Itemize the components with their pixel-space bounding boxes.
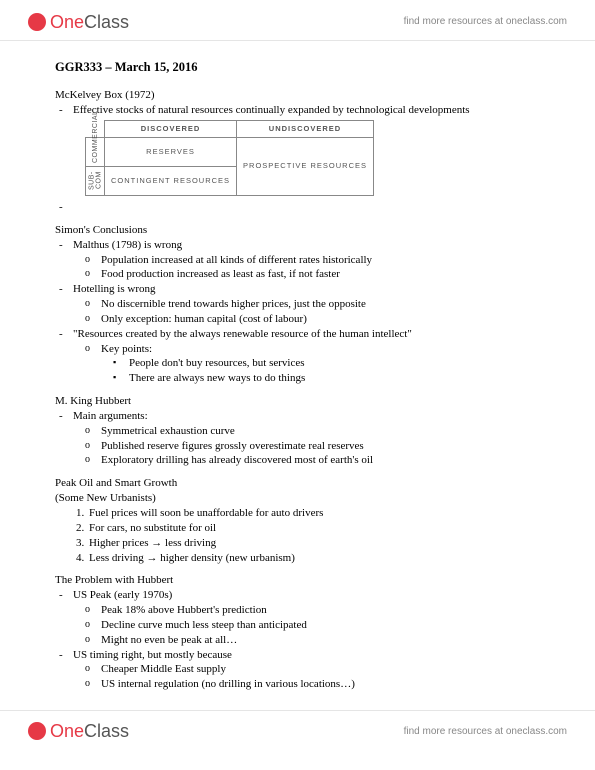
doc-title: GGR333 – March 15, 2016 <box>55 59 540 76</box>
simon-malthus: Malthus (1798) is wrong Population incre… <box>73 238 540 283</box>
mckelvey-cell-reserves: RESERVES <box>105 137 237 166</box>
header-tagline: find more resources at oneclass.com <box>404 15 567 29</box>
simon-hotelling-trend: No discernible trend towards higher pric… <box>101 297 540 312</box>
mckelvey-cell-contingent: CONTINGENT RESOURCES <box>105 166 237 195</box>
footer-logo-circle-icon <box>28 722 46 740</box>
peakoil-sub: (Some New Urbanists) <box>55 491 540 506</box>
mckelvey-box-diagram: DISCOVERED UNDISCOVERED COMMERCIAL RESER… <box>85 120 374 196</box>
peakoil-density: Less driving → higher density (new urban… <box>87 551 540 566</box>
simon-keypoints: Key points: People don't buy resources, … <box>101 342 540 387</box>
footer-logo: OneClass <box>28 719 129 743</box>
simon-heading: Simon's Conclusions <box>55 223 540 238</box>
logo-text-one: One <box>50 10 84 34</box>
mckelvey-col-discovered: DISCOVERED <box>105 120 237 137</box>
hubbert-sym: Symmetrical exhaustion curve <box>101 424 540 439</box>
problem-timing-text: US timing right, but mostly because <box>73 649 232 661</box>
mckelvey-row-commercial: COMMERCIAL <box>86 137 105 166</box>
footer-tagline: find more resources at oneclass.com <box>404 725 567 739</box>
problem-heading: The Problem with Hubbert <box>55 573 540 588</box>
simon-malthus-food: Food production increased as least as fa… <box>101 267 540 282</box>
problem-timing: US timing right, but mostly because Chea… <box>73 648 540 693</box>
simon-hotelling: Hotelling is wrong No discernible trend … <box>73 282 540 327</box>
footer-logo-class: Class <box>84 719 129 743</box>
mckelvey-bullet: Effective stocks of natural resources co… <box>73 103 540 118</box>
problem-mideast: Cheaper Middle East supply <box>101 662 540 677</box>
brand-logo: OneClass <box>28 10 129 34</box>
page-header: OneClass find more resources at oneclass… <box>0 0 595 41</box>
peakoil-nosub: For cars, no substitute for oil <box>87 521 540 536</box>
footer-logo-one: One <box>50 719 84 743</box>
hubbert-heading: M. King Hubbert <box>55 394 540 409</box>
simon-keypoints-text: Key points: <box>101 343 152 355</box>
mckelvey-cell-prospective: PROSPECTIVE RESOURCES <box>237 137 374 195</box>
simon-kp-services: People don't buy resources, but services <box>129 356 540 371</box>
problem-uspeak: US Peak (early 1970s) Peak 18% above Hub… <box>73 588 540 647</box>
simon-hotelling-exception: Only exception: human capital (cost of l… <box>101 312 540 327</box>
problem-decline: Decline curve much less steep than antic… <box>101 618 540 633</box>
peakoil-heading: Peak Oil and Smart Growth <box>55 476 540 491</box>
simon-quote: "Resources created by the always renewab… <box>73 327 540 386</box>
simon-malthus-pop: Population increased at all kinds of dif… <box>101 253 540 268</box>
hubbert-exploratory: Exploratory drilling has already discove… <box>101 453 540 468</box>
hubbert-overestimate: Published reserve figures grossly overes… <box>101 439 540 454</box>
peakoil-higher: Higher prices → less driving <box>87 536 540 551</box>
simon-quote-text: "Resources created by the always renewab… <box>73 328 412 340</box>
logo-text-class: Class <box>84 10 129 34</box>
problem-uspeak-text: US Peak (early 1970s) <box>73 589 172 601</box>
problem-peak18: Peak 18% above Hubbert's prediction <box>101 603 540 618</box>
simon-kp-newways: There are always new ways to do things <box>129 371 540 386</box>
peakoil-fuel: Fuel prices will soon be unaffordable fo… <box>87 506 540 521</box>
mckelvey-col-undiscovered: UNDISCOVERED <box>237 120 374 137</box>
simon-hotelling-text: Hotelling is wrong <box>73 283 156 295</box>
page-content: GGR333 – March 15, 2016 McKelvey Box (19… <box>0 41 595 692</box>
logo-circle-icon <box>28 13 46 31</box>
page-footer: OneClass find more resources at oneclass… <box>0 710 595 749</box>
problem-nopeak: Might no even be peak at all… <box>101 633 540 648</box>
simon-malthus-text: Malthus (1798) is wrong <box>73 239 182 251</box>
hubbert-main: Main arguments: Symmetrical exhaustion c… <box>73 409 540 468</box>
empty-dash <box>73 200 540 215</box>
mckelvey-row-subcom: SUB-COM <box>86 166 105 195</box>
mckelvey-heading: McKelvey Box (1972) <box>55 88 540 103</box>
hubbert-main-text: Main arguments: <box>73 410 148 422</box>
problem-regulation: US internal regulation (no drilling in v… <box>101 677 540 692</box>
